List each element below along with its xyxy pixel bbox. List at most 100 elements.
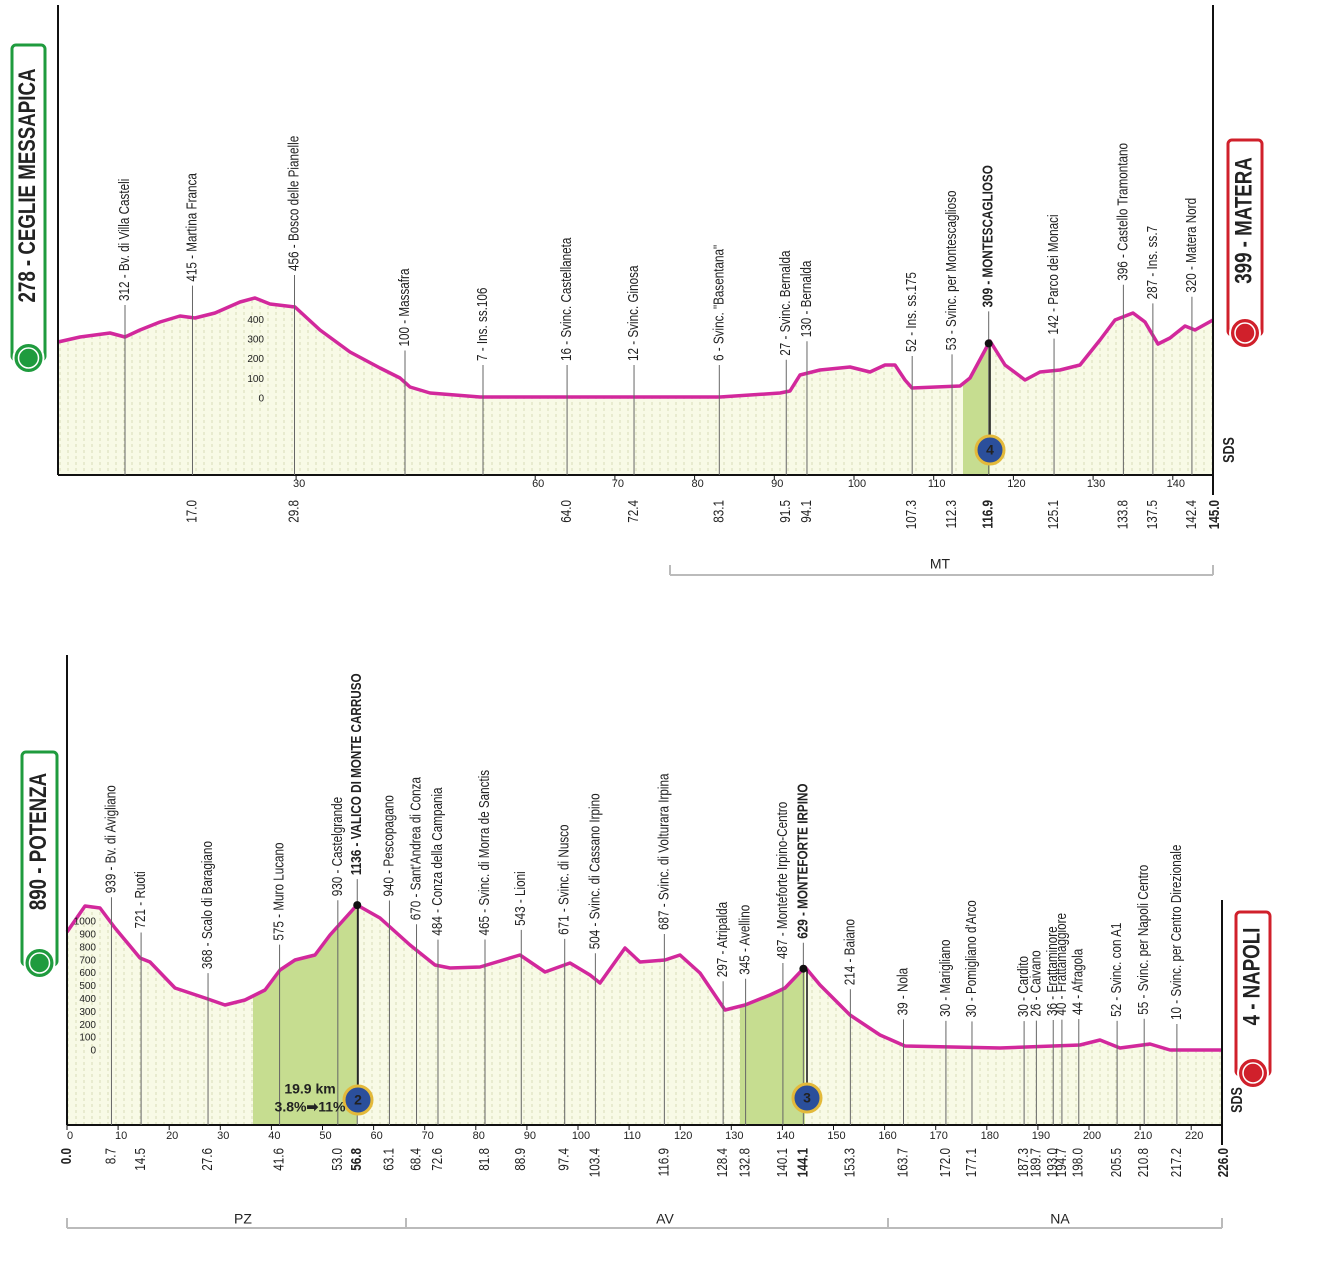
profile-line xyxy=(57,296,1214,399)
km-tick-label: 70 xyxy=(612,478,624,490)
waypoint-label: 36 - Frattaminore xyxy=(1044,926,1061,1016)
waypoint-km: 64.0 xyxy=(558,500,575,523)
km-tick-label: 110 xyxy=(623,1130,641,1142)
waypoint-km: 132.8 xyxy=(736,1148,753,1177)
waypoint-km: 63.1 xyxy=(380,1148,397,1171)
alt-tick-label: 400 xyxy=(79,994,96,1005)
waypoint-label: 320 - Matera Nord xyxy=(1183,198,1200,293)
waypoint-km: 103.4 xyxy=(586,1148,603,1178)
waypoint-label: 543 - Lioni xyxy=(512,871,529,926)
waypoint-km: 177.1 xyxy=(963,1148,980,1177)
km-tick-label: 90 xyxy=(771,478,783,490)
waypoint-km: 72.6 xyxy=(429,1148,446,1171)
waypoint-label: 30 - Cardito xyxy=(1015,956,1032,1017)
alt-tick-label: 200 xyxy=(247,354,264,365)
start-icon-ring xyxy=(28,952,51,974)
finish-km: 226.0 xyxy=(1215,1148,1232,1177)
km-tick-label: 180 xyxy=(981,1130,999,1142)
waypoint-label: 30 - Pomigliano d'Arco xyxy=(963,900,980,1017)
waypoint-km: 198.0 xyxy=(1069,1148,1086,1177)
km-tick-label: 60 xyxy=(532,478,544,490)
alt-tick-label: 1000 xyxy=(74,917,97,928)
waypoint-label: 940 - Pescopagano xyxy=(380,795,397,896)
waypoint-label: 687 - Svinc. di Volturara Irpina xyxy=(655,773,672,930)
waypoint-label: 12 - Svinc. Ginosa xyxy=(625,265,642,361)
province-label: AV xyxy=(656,1211,674,1227)
waypoint-label: 142 - Parco dei Monaci xyxy=(1045,214,1062,334)
waypoint-label: 297 - Atripalda xyxy=(714,901,731,977)
climb-badge xyxy=(791,1082,823,1114)
km-tick-label: 30 xyxy=(293,478,305,490)
start-icon-ring xyxy=(17,347,40,369)
waypoint-label: 721 - Ruoti xyxy=(132,871,149,928)
waypoint-km: 205.5 xyxy=(1108,1148,1125,1177)
waypoint-km: 137.5 xyxy=(1143,500,1160,529)
waypoint-label: 396 - Castello Tramontano xyxy=(1114,143,1131,281)
waypoint-km: 94.1 xyxy=(798,500,815,523)
waypoint-km: 97.4 xyxy=(555,1148,572,1171)
waypoint-km: 29.8 xyxy=(285,500,302,523)
waypoint-km: 172.0 xyxy=(936,1148,953,1177)
waypoint-label: 415 - Martina Franca xyxy=(183,173,200,282)
climb-area xyxy=(740,967,805,1125)
alt-tick-label: 800 xyxy=(79,942,96,953)
km-tick-label: 200 xyxy=(1083,1130,1101,1142)
alt-tick-label: 900 xyxy=(79,930,96,941)
alt-tick-label: 0 xyxy=(90,1046,96,1057)
waypoint-label: 670 - Sant'Andrea di Conza xyxy=(407,777,424,921)
watermark: SDS xyxy=(1221,437,1239,463)
km-tick-label: 120 xyxy=(674,1130,692,1142)
km-tick-label: 80 xyxy=(691,478,703,490)
km-tick-label: 20 xyxy=(166,1130,178,1142)
km-tick-label: 130 xyxy=(725,1130,743,1142)
waypoint-km: 56.8 xyxy=(348,1148,365,1171)
km-tick-label: 40 xyxy=(268,1130,280,1142)
km-tick-label: 130 xyxy=(1087,478,1105,490)
waypoint-km: 125.1 xyxy=(1045,500,1062,529)
summit-dot xyxy=(799,964,808,973)
alt-tick-label: 500 xyxy=(79,981,96,992)
km-tick-label: 0 xyxy=(67,1130,73,1142)
waypoint-km: 116.9 xyxy=(655,1148,672,1176)
finish-km: 145.0 xyxy=(1206,500,1223,529)
province-label: MT xyxy=(930,556,951,572)
waypoint-km: 88.9 xyxy=(512,1148,529,1171)
summit-dot xyxy=(353,901,362,910)
waypoint-km: 68.4 xyxy=(407,1148,424,1171)
alt-tick-label: 0 xyxy=(258,394,264,405)
waypoint-km: 91.5 xyxy=(777,500,794,523)
waypoint-km: 107.3 xyxy=(903,500,920,529)
start-label: 278 - CEGLIE MESSAPICA xyxy=(14,69,41,303)
km-tick-label: 140 xyxy=(776,1130,794,1142)
waypoint-km: 217.2 xyxy=(1167,1148,1184,1177)
waypoint-label: 214 - Baiano xyxy=(841,919,858,985)
start-label: 890 - POTENZA xyxy=(25,773,52,910)
alt-tick-label: 700 xyxy=(79,955,96,966)
waypoint-label: 456 - Bosco delle Pianelle xyxy=(285,136,302,271)
waypoint-label: 44 - Afragola xyxy=(1069,948,1086,1015)
waypoint-label: 368 - Scalo di Baragiano xyxy=(199,841,216,969)
climb-area xyxy=(253,905,357,1125)
alt-tick-label: 100 xyxy=(79,1033,96,1044)
waypoint-label: 53 - Svinc. per Montescaglioso xyxy=(943,191,960,351)
alt-tick-label: 300 xyxy=(247,335,264,346)
climb-info: 19.9 km xyxy=(284,1081,335,1097)
km-tick-label: 90 xyxy=(524,1130,536,1142)
km-tick-label: 80 xyxy=(473,1130,485,1142)
waypoint-km: 194.7 xyxy=(1052,1148,1069,1177)
profile-line xyxy=(65,903,1222,1052)
waypoint-label: 629 - MONTEFORTE IRPINO xyxy=(794,784,811,939)
climb-badge xyxy=(342,1084,374,1116)
km-tick-label: 50 xyxy=(319,1130,331,1142)
waypoint-label: 939 - Bv. di Avigliano xyxy=(102,785,119,893)
km-tick-label: 210 xyxy=(1134,1130,1152,1142)
km-tick-label: 100 xyxy=(848,478,866,490)
climb-number: 4 xyxy=(986,442,994,458)
km-tick-label: 150 xyxy=(827,1130,845,1142)
waypoint-label: 40 - Frattamaggiore xyxy=(1052,913,1069,1016)
waypoint-km: 116.9 xyxy=(979,500,996,529)
waypoint-label: 312 - Bv. di Villa Casteli xyxy=(116,179,133,301)
km-tick-label: 160 xyxy=(878,1130,896,1142)
waypoint-km: 14.5 xyxy=(132,1148,149,1171)
